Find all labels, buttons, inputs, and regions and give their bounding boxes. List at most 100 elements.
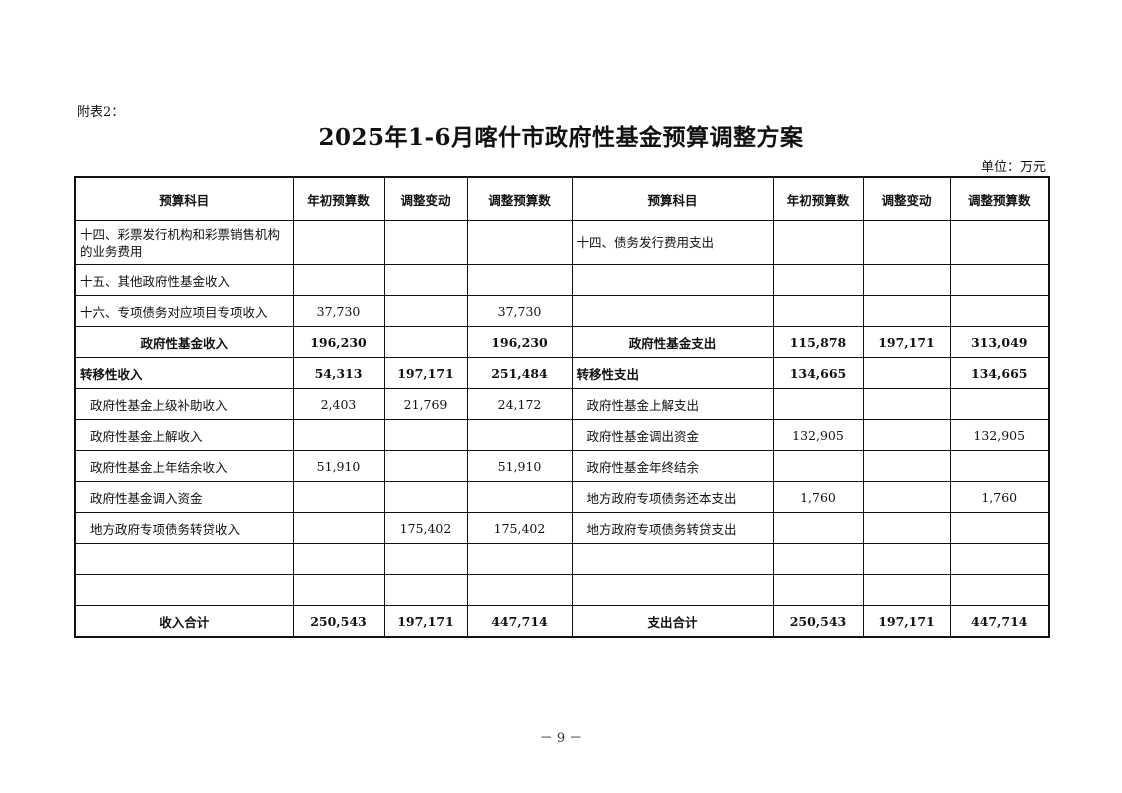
amount-cell (383, 295, 468, 327)
header-cell: 调整变动 (383, 176, 468, 221)
amount-cell (862, 574, 951, 606)
amount-cell: 251,484 (466, 357, 573, 389)
amount-cell (949, 512, 1050, 544)
table-row: 政府性基金上年结余收入 51,910 51,910 政府性基金年终结余 (74, 450, 1050, 482)
budget-item-label (74, 574, 294, 606)
table-row: 十五、其他政府性基金收入 (74, 264, 1050, 296)
table-row: 政府性基金上级补助收入 2,403 21,769 24,172 政府性基金上解支出 (74, 388, 1050, 420)
budget-item-label: 政府性基金上解收入 (74, 419, 294, 451)
amount-cell (862, 481, 951, 513)
budget-item-label: 收入合计 (74, 605, 294, 638)
annex-label: 附表2： (77, 105, 125, 120)
amount-cell (949, 295, 1050, 327)
budget-item-label: 政府性基金调出资金 (571, 419, 774, 451)
amount-cell: 132,905 (949, 419, 1050, 451)
amount-cell (862, 419, 951, 451)
amount-cell (772, 295, 864, 327)
amount-cell (862, 357, 951, 389)
amount-cell (772, 388, 864, 420)
table-row: 转移性收入 54,313 197,171 251,484 转移性支出 134,665 134… (74, 357, 1050, 389)
table-row (74, 574, 1050, 606)
unit-label: 单位：万元 (980, 160, 1046, 175)
amount-cell (772, 574, 864, 606)
amount-cell: 313,049 (949, 326, 1050, 358)
amount-cell (862, 264, 951, 296)
amount-cell (383, 543, 468, 575)
budget-item-label: 政府性基金收入 (74, 326, 294, 358)
amount-cell (949, 264, 1050, 296)
amount-cell: 1,760 (772, 481, 864, 513)
budget-table: 预算科目 年初预算数 调整变动 调整预算数 预算科目 年初预算数 调整变动 调整… (74, 176, 1050, 638)
amount-cell (292, 220, 385, 265)
amount-cell: 197,171 (862, 326, 951, 358)
table-row: 十四、彩票发行机构和彩票销售机构的业务费用 十四、债务发行费用支出 (74, 220, 1050, 265)
budget-item-label: 政府性基金上年结余收入 (74, 450, 294, 482)
amount-cell: 21,769 (383, 388, 468, 420)
header-cell: 预算科目 (571, 176, 774, 221)
amount-cell: 250,543 (772, 605, 864, 638)
header-cell: 预算科目 (74, 176, 294, 221)
amount-cell (383, 264, 468, 296)
table-row: 地方政府专项债务转贷收入 175,402 175,402 地方政府专项债务转贷支出 (74, 512, 1050, 544)
amount-cell (292, 543, 385, 575)
budget-item-label (571, 295, 774, 327)
budget-item-label: 政府性基金上级补助收入 (74, 388, 294, 420)
table-row: 政府性基金调入资金 地方政府专项债务还本支出 1,760 1,760 (74, 481, 1050, 513)
amount-cell: 447,714 (949, 605, 1050, 638)
table-row: 政府性基金上解收入 政府性基金调出资金 132,905 132,905 (74, 419, 1050, 451)
header-cell: 年初预算数 (772, 176, 864, 221)
amount-cell: 175,402 (383, 512, 468, 544)
amount-cell (292, 481, 385, 513)
header-cell: 年初预算数 (292, 176, 385, 221)
budget-item-label: 转移性收入 (74, 357, 294, 389)
amount-cell (466, 264, 573, 296)
budget-item-label: 转移性支出 (571, 357, 774, 389)
amount-cell (383, 481, 468, 513)
amount-cell: 197,171 (383, 357, 468, 389)
budget-item-label (571, 264, 774, 296)
amount-cell (292, 512, 385, 544)
amount-cell (772, 450, 864, 482)
amount-cell: 447,714 (466, 605, 573, 638)
budget-item-label: 十四、债务发行费用支出 (571, 220, 774, 265)
budget-item-label: 政府性基金调入资金 (74, 481, 294, 513)
amount-cell (862, 543, 951, 575)
amount-cell (772, 220, 864, 265)
amount-cell: 37,730 (292, 295, 385, 327)
amount-cell: 175,402 (466, 512, 573, 544)
table-row: 十六、专项债务对应项目专项收入 37,730 37,730 (74, 295, 1050, 327)
amount-cell: 115,878 (772, 326, 864, 358)
budget-item-label: 十五、其他政府性基金收入 (74, 264, 294, 296)
amount-cell: 54,313 (292, 357, 385, 389)
amount-cell (862, 220, 951, 265)
amount-cell: 134,665 (772, 357, 864, 389)
budget-item-label (571, 574, 774, 606)
table-header-row: 预算科目 年初预算数 调整变动 调整预算数 预算科目 年初预算数 调整变动 调整… (74, 176, 1050, 221)
amount-cell (862, 388, 951, 420)
header-cell: 调整预算数 (949, 176, 1050, 221)
amount-cell (466, 574, 573, 606)
amount-cell (383, 220, 468, 265)
amount-cell: 2,403 (292, 388, 385, 420)
amount-cell (383, 326, 468, 358)
amount-cell: 197,171 (862, 605, 951, 638)
amount-cell: 37,730 (466, 295, 573, 327)
amount-cell (772, 512, 864, 544)
amount-cell: 24,172 (466, 388, 573, 420)
amount-cell: 132,905 (772, 419, 864, 451)
amount-cell (466, 220, 573, 265)
budget-item-label: 支出合计 (571, 605, 774, 638)
budget-item-label (74, 543, 294, 575)
amount-cell (949, 388, 1050, 420)
amount-cell (292, 419, 385, 451)
budget-item-label (571, 543, 774, 575)
amount-cell (862, 450, 951, 482)
amount-cell (383, 450, 468, 482)
amount-cell (466, 481, 573, 513)
amount-cell: 196,230 (292, 326, 385, 358)
amount-cell (466, 543, 573, 575)
amount-cell: 51,910 (292, 450, 385, 482)
header-cell: 调整预算数 (466, 176, 573, 221)
amount-cell: 197,171 (383, 605, 468, 638)
amount-cell: 51,910 (466, 450, 573, 482)
